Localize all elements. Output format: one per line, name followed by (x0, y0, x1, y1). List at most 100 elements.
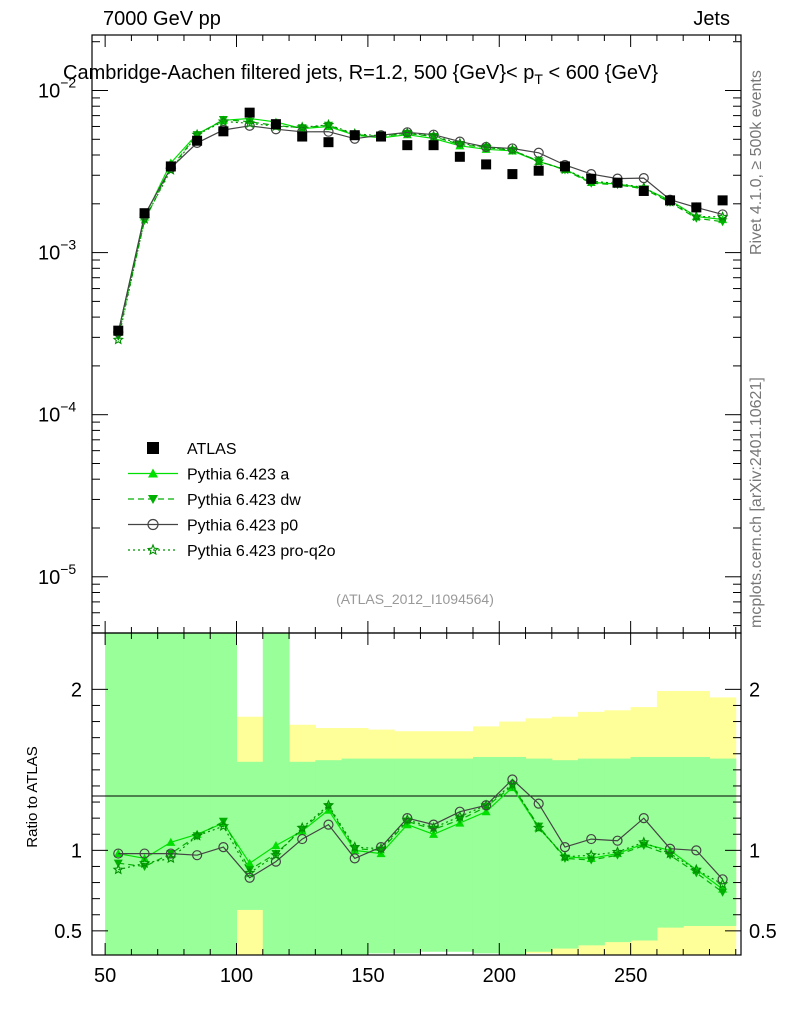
ratio-curves (112, 774, 729, 897)
pythia-6-423-pro-q2o-point (454, 137, 466, 149)
legend: ATLAS Pythia 6.423 a Pythia 6.423 dw Pythia… (128, 441, 336, 560)
pythia-6-423-p0-ratio-point (507, 774, 518, 785)
atlas-data-point (717, 195, 728, 206)
legend-marker-pythia-6-423-a (148, 468, 158, 478)
atlas-data-point (192, 135, 203, 146)
y-tick-label: 10−3 (38, 237, 76, 265)
atlas-data-point (113, 325, 124, 336)
pythia-6-423-p0-ratio-point (349, 853, 360, 864)
atlas-data-point (454, 151, 465, 162)
pythia-6-423-dw-point (218, 116, 228, 125)
x-tick-label: 200 (483, 965, 516, 987)
ratio-tick-label-right: 1 (749, 840, 760, 862)
pythia-6-423-pro-q2o-ratio-point (138, 857, 151, 869)
y-tick-label: 10−4 (38, 399, 76, 427)
atlas-data-point (323, 137, 334, 148)
pythia-6-423-pro-q2o-point (401, 127, 413, 138)
inner-band-bin (446, 758, 474, 952)
atlas-data-point (349, 130, 360, 141)
plot-title-subscript: T (534, 71, 543, 87)
pythia-6-423-p0-ratio-point (192, 850, 203, 861)
x-tick-label: 250 (614, 965, 647, 987)
pythia-6-423-pro-q2o-ratio-point (454, 810, 466, 822)
pythia-6-423-pro-q2o-point (716, 210, 729, 222)
inner-band-bin (656, 756, 684, 928)
pythia-6-423-p0-ratio-point (323, 819, 334, 830)
atlas-data-point (297, 131, 308, 142)
legend-label-pythia-6-423-dw: Pythia 6.423 dw (187, 492, 301, 509)
pythia-6-423-a-ratio-point (166, 837, 176, 846)
pythia-6-423-dw-ratio-point (718, 888, 728, 897)
ratio-frame (91, 632, 742, 956)
legend-marker-atlas (147, 442, 159, 454)
main-curves (112, 113, 729, 345)
pythia-6-423-pro-q2o-point (112, 333, 124, 345)
pythia-6-423-pro-q2o-ratio-point (296, 821, 308, 833)
pythia-6-423-dw-ratio-point (113, 859, 123, 868)
pythia-6-423-pro-q2o-ratio-point (349, 841, 361, 852)
pythia-6-423-pro-q2o-point (690, 210, 702, 222)
inner-band-bin (683, 756, 710, 927)
pythia-6-423-p0-ratio-point (428, 819, 439, 830)
pythia-6-423-pro-q2o-point (296, 121, 308, 133)
legend-label-atlas: ATLAS (187, 441, 237, 458)
pythia-6-423-p0-point (244, 120, 255, 131)
pythia-6-423-pro-q2o-ratio-point (559, 850, 571, 862)
pythia-6-423-pro-q2o-point (217, 115, 230, 127)
inner-band-bin (105, 633, 132, 955)
atlas-data-point (402, 140, 413, 151)
pythia-6-423-pro-q2o-ratio-point (191, 830, 203, 841)
atlas-data-point (533, 165, 544, 176)
inner-band-bin (315, 760, 343, 955)
plot-title-tail: < 600 {GeV} (542, 62, 659, 84)
pythia-6-423-dw-ratio-line (118, 785, 723, 893)
atlas-data-point (559, 161, 570, 172)
pythia-6-423-pro-q2o-ratio-point (217, 820, 230, 831)
inner-band-bin (472, 756, 500, 954)
beam-label: 7000 GeV pp (103, 8, 221, 30)
atlas-data-point (428, 140, 439, 151)
ratio-tick-label-left: 2 (71, 679, 82, 701)
pythia-6-423-pro-q2o-ratio-point (112, 863, 124, 875)
pythia-6-423-pro-q2o-point (322, 118, 335, 130)
atlas-data-point (612, 177, 623, 188)
pythia-6-423-pro-q2o-ratio-point (611, 846, 624, 857)
pythia-6-423-p0-ratio-point (586, 833, 597, 845)
x-tick-label: 100 (220, 965, 253, 987)
pythia-6-423-pro-q2o-ratio-point (480, 799, 492, 811)
legend-marker-pythia-6-423-pro-q2o (146, 543, 160, 556)
atlas-data-point (270, 119, 281, 130)
atlas-data-point (376, 131, 387, 142)
ratio-tick-label-left: 1 (71, 840, 82, 862)
inner-band-bin (183, 633, 211, 955)
pythia-6-423-pro-q2o-ratio-point (427, 821, 440, 833)
pythia-6-423-pro-q2o-ratio-point (401, 813, 413, 825)
pythia-6-423-pro-q2o-ratio-point (532, 821, 545, 833)
process-label: Jets (693, 8, 730, 30)
main-markers (113, 107, 728, 336)
pythia-6-423-p0-ratio-point (218, 842, 229, 853)
y-tick-exponent: −4 (60, 399, 76, 415)
pythia-6-423-pro-q2o-ratio-point (716, 878, 729, 889)
ratio-tick-label-left: 0.5 (54, 921, 82, 943)
pythia-6-423-a-ratio-point (271, 841, 281, 850)
pythia-6-423-dw-point (245, 118, 255, 127)
x-tick-label: 150 (351, 965, 384, 987)
atlas-data-point (244, 107, 255, 118)
pythia-6-423-pro-q2o-ratio-point (506, 778, 519, 790)
atlas-data-point (165, 161, 176, 172)
pythia-6-423-dw-point (534, 157, 544, 166)
pythia-6-423-pro-q2o-ratio-point (585, 849, 597, 860)
ratio-tick-label-right: 2 (749, 679, 760, 701)
y-tick-label: 10−2 (38, 75, 76, 103)
pythia-6-423-pro-q2o-ratio-point (690, 863, 702, 875)
y-tick-exponent: −5 (60, 561, 76, 577)
y-tick-label: 10−5 (38, 561, 76, 589)
pythia-6-423-p0-line (117, 125, 723, 333)
atlas-data-point (665, 195, 676, 206)
pythia-6-423-a-ratio-point (245, 858, 255, 867)
inner-band-bin (394, 758, 421, 954)
pythia-6-423-p0-ratio-point (533, 798, 544, 809)
inner-band-bin (525, 758, 553, 952)
